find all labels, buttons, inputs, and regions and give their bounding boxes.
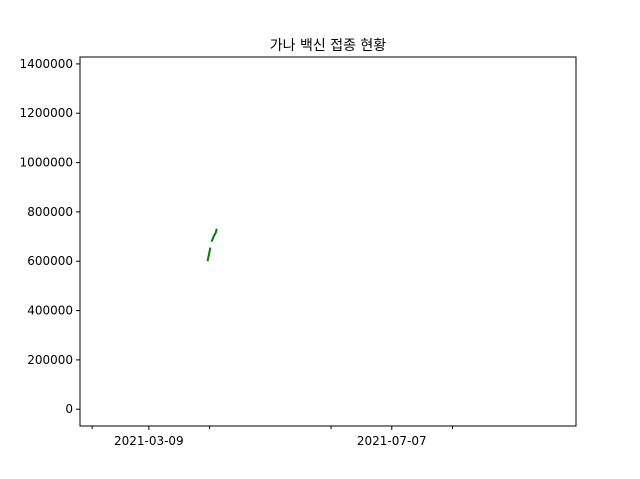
x-axis: 2021-03-09 2021-07-07 — [91, 426, 454, 448]
x-tick-label: 2021-07-07 — [357, 434, 427, 448]
x-tick-label: 2021-03-09 — [114, 434, 184, 448]
y-tick-label: 600000 — [27, 254, 73, 268]
y-tick-label: 200000 — [27, 353, 73, 367]
y-tick-label: 1200000 — [20, 106, 73, 120]
plot-series — [206, 225, 219, 262]
y-tick-label: 800000 — [27, 205, 73, 219]
y-axis: 0 200000 400000 600000 800000 1000000 1200000 1… — [20, 57, 80, 416]
y-tick-label: 1400000 — [20, 57, 73, 71]
y-tick-label: 0 — [65, 402, 73, 416]
y-tick-label: 1000000 — [20, 156, 73, 170]
plot-frame — [79, 56, 577, 427]
chart-title: 가나 백신 접종 현황 — [270, 38, 387, 54]
y-tick-label: 400000 — [27, 304, 73, 318]
series-line — [206, 225, 219, 262]
